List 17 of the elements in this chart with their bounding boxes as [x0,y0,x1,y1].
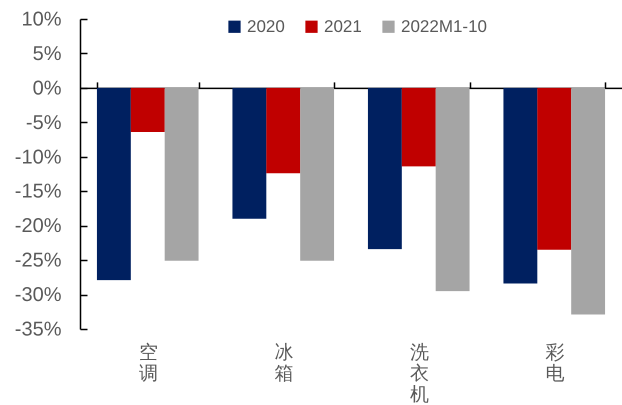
y-tick-label: -30% [14,284,62,306]
x-tick-label: 彩电 [545,342,564,384]
x-tick-label: 冰箱 [274,342,294,384]
y-tick-label: 0% [32,77,62,100]
legend-label: 2020 [247,16,285,36]
x-tick-label: 洗衣机 [410,342,429,405]
legend-label: 2022M1-10 [401,16,488,36]
y-tick-label: -10% [14,146,62,168]
y-tick-label: 5% [32,42,62,65]
y-tick-label: -35% [14,318,62,340]
y-tick-label: -5% [26,112,62,134]
y-tick-label: -15% [14,180,62,203]
legend-label: 2021 [324,16,362,36]
x-tick-label: 空调 [138,342,158,384]
y-tick-label: 10% [21,8,62,30]
y-tick-label: -20% [14,215,62,238]
y-tick-label: -25% [14,250,62,272]
